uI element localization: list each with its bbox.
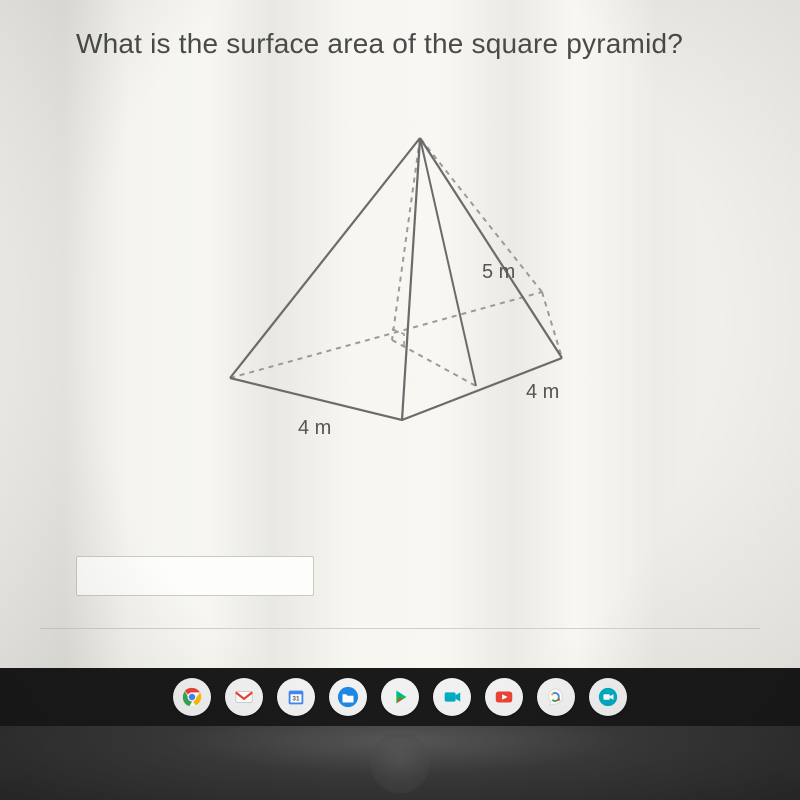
gmail-icon[interactable]	[225, 678, 263, 716]
divider	[40, 628, 760, 629]
worksheet-area: What is the surface area of the square p…	[0, 0, 800, 640]
pyramid-figure: 5 m 4 m 4 m	[190, 120, 610, 460]
duo-icon[interactable]	[537, 678, 575, 716]
youtube-icon[interactable]	[485, 678, 523, 716]
google-play-icon[interactable]	[381, 678, 419, 716]
files-icon[interactable]	[329, 678, 367, 716]
meet-icon[interactable]	[589, 678, 627, 716]
slant-height	[420, 138, 476, 386]
question-text: What is the surface area of the square p…	[76, 28, 764, 60]
label-base-right: 4 m	[526, 381, 559, 403]
laptop-lid	[0, 726, 800, 800]
label-slant: 5 m	[482, 261, 515, 283]
answer-input[interactable]	[76, 556, 314, 596]
labels: 5 m 4 m 4 m	[298, 261, 559, 439]
svg-text:31: 31	[292, 696, 300, 703]
taskbar: 31	[0, 668, 800, 726]
hp-logo	[370, 733, 430, 793]
calendar-icon[interactable]: 31	[277, 678, 315, 716]
label-base-front: 4 m	[298, 417, 331, 439]
screen: What is the surface area of the square p…	[0, 0, 800, 800]
camera-icon[interactable]	[433, 678, 471, 716]
chrome-icon[interactable]	[173, 678, 211, 716]
